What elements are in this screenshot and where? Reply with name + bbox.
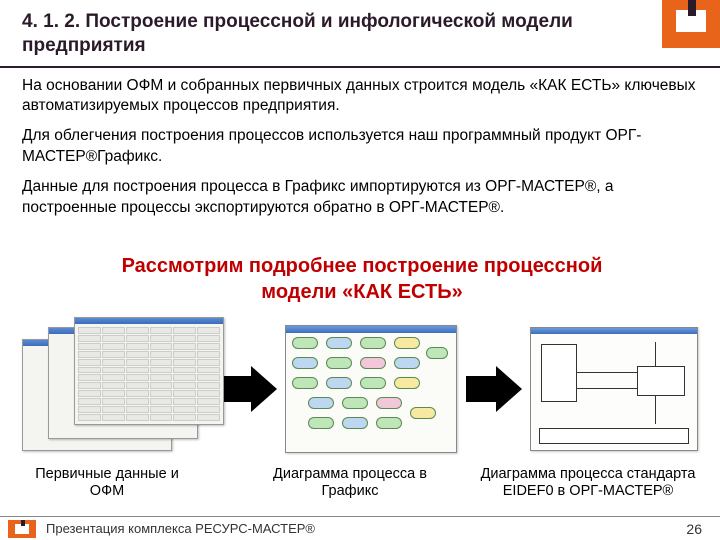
overlay-line1: Рассмотрим подробнее построение процессн… [122, 255, 603, 277]
idef-thumbnail [530, 327, 698, 451]
arrow-icon [221, 366, 277, 412]
paragraph-2: Для облегчения построения процессов испо… [22, 126, 698, 167]
process-diagram [22, 314, 698, 464]
paragraph-3: Данные для построения процесса в Графикс… [22, 177, 698, 218]
slide-body: На основании ОФМ и собранных первичных д… [0, 68, 720, 219]
brand-logo [662, 0, 720, 48]
thumbnail-stack [22, 317, 212, 461]
overlay-line2: модели «КАК ЕСТЬ» [261, 281, 462, 303]
caption-2: Диаграмма процесса в Графикс [260, 466, 440, 501]
slide-header: 4. 1. 2. Построение процессной и инфолог… [0, 0, 720, 68]
diagram-captions: Первичные данные и ОФМ Диаграмма процесс… [22, 466, 698, 501]
overlay-callout: Рассмотрим подробнее построение процессн… [52, 253, 672, 305]
footer-text: Презентация комплекса РЕСУРС-МАСТЕР® [46, 521, 315, 536]
footer-logo-icon [8, 520, 36, 538]
slide-title: 4. 1. 2. Построение процессной и инфолог… [22, 10, 650, 58]
flowchart-thumbnail [285, 325, 457, 453]
slide-footer: Презентация комплекса РЕСУРС-МАСТЕР® 26 [0, 516, 720, 540]
paragraph-1: На основании ОФМ и собранных первичных д… [22, 76, 698, 117]
thumbnail-doc [74, 317, 224, 425]
caption-3: Диаграмма процесса стандарта EIDEF0 в ОР… [478, 466, 698, 501]
arrow-icon [466, 366, 522, 412]
page-number: 26 [686, 521, 702, 537]
caption-1: Первичные данные и ОФМ [22, 466, 192, 501]
